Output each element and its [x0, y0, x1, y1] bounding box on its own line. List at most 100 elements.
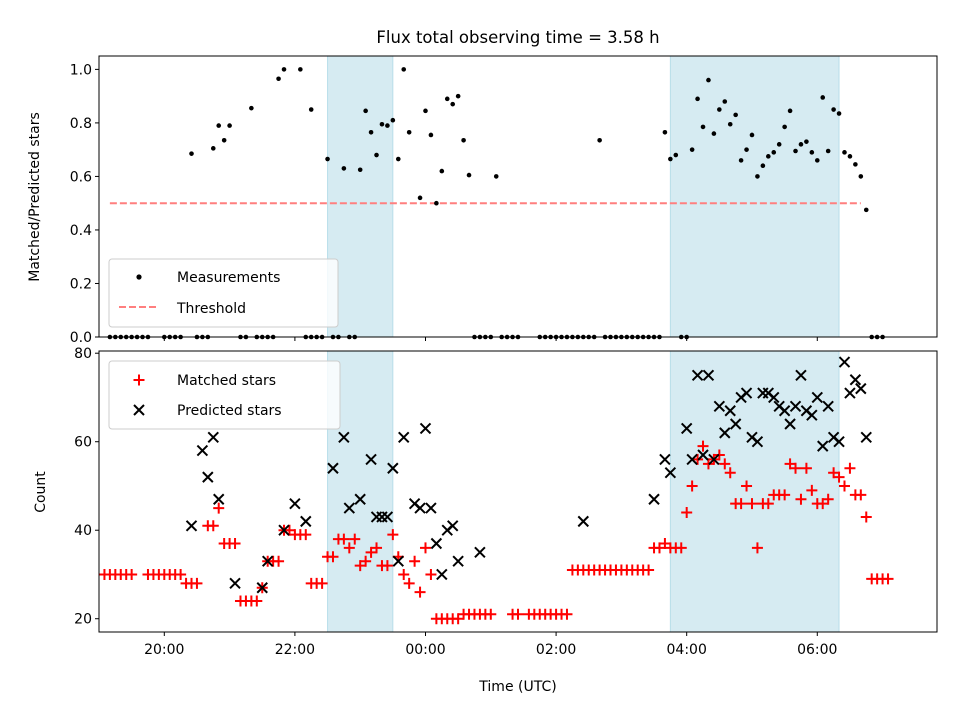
matched-star-point	[381, 560, 393, 572]
predicted-star-point	[822, 400, 834, 413]
predicted-star-point	[261, 555, 274, 567]
predicted-star-point	[414, 502, 426, 514]
predicted-star-point	[289, 497, 301, 510]
measurement-point	[417, 195, 423, 201]
matched-star-point	[719, 458, 731, 470]
measurement-point	[466, 172, 472, 178]
measurement-point	[390, 117, 396, 123]
predicted-star-point	[452, 555, 464, 567]
chart-title: Flux total observing time = 3.58 h	[376, 28, 659, 47]
measurement-point	[771, 150, 777, 155]
predicted-star-point	[419, 422, 432, 435]
measurement-point	[814, 158, 820, 163]
matched-star-point	[338, 533, 350, 545]
x-tick-label: 00:00	[405, 642, 445, 658]
predicted-star-point	[207, 431, 219, 443]
matched-star-point	[741, 480, 753, 492]
measurement-point	[722, 99, 728, 104]
matched-star-point	[844, 462, 856, 474]
predicted-star-point	[387, 462, 399, 474]
predicted-star-point	[778, 405, 791, 417]
y-tick-label: 0.6	[70, 169, 92, 185]
predicted-star-point	[860, 431, 872, 443]
measurement-point	[673, 152, 679, 158]
measurement-point	[455, 93, 461, 99]
predicted-star-point	[381, 511, 394, 523]
matched-star-point	[833, 471, 845, 483]
top-y-ticks: 0.0 0.2 0.4 0.6 0.8 1.0	[70, 62, 99, 346]
measurement-point	[325, 156, 330, 162]
measurement-point	[749, 132, 755, 138]
measurement-point	[804, 139, 809, 144]
matched-star-point	[327, 551, 339, 563]
legend-measurements-marker	[136, 274, 142, 280]
matched-star-point	[675, 542, 687, 554]
measurement-point	[776, 142, 782, 147]
bottom-shaded-regions	[327, 350, 840, 633]
matched-star-point	[316, 577, 328, 589]
top-plot-frame	[98, 55, 938, 338]
predicted-star-point	[365, 453, 377, 466]
predicted-star-point	[338, 431, 350, 443]
matched-star-point	[229, 537, 241, 549]
predicted-star-point	[719, 427, 731, 439]
matched-star-point	[360, 555, 372, 567]
measurement-point	[668, 156, 673, 162]
legend-threshold-label: Threshold	[176, 301, 246, 317]
measurement-point	[374, 152, 379, 158]
matched-star-point	[800, 462, 812, 474]
predicted-star-point	[327, 462, 339, 474]
y-tick-label: 60	[74, 435, 92, 451]
predicted-star-point	[691, 369, 704, 382]
measurement-point	[298, 67, 303, 72]
matched-star-point	[485, 608, 497, 620]
measurement-point	[461, 138, 466, 143]
matched-star-point	[425, 568, 437, 580]
predicted-star-point	[697, 449, 709, 461]
predicted-star-point	[686, 453, 698, 466]
legend-matched-marker	[133, 374, 145, 386]
matched-star-point	[403, 577, 415, 589]
predicted-star-point	[430, 537, 443, 550]
predicted-star-point	[256, 582, 268, 594]
measurement-point	[831, 107, 836, 112]
y-tick-label: 80	[74, 346, 92, 362]
predicted-star-point	[724, 405, 736, 417]
matched-star-point	[795, 493, 807, 505]
matched-star-point	[779, 489, 791, 501]
measurement-point	[863, 207, 869, 213]
measurement-point	[368, 129, 374, 135]
measurement-point	[793, 148, 798, 154]
matched-star-point	[681, 507, 693, 519]
predicted-star-point	[833, 436, 845, 448]
measurement-point	[820, 95, 826, 100]
bottom-legend-box	[108, 360, 341, 430]
predicted-star-point	[659, 453, 671, 466]
bottom-y-axis-label: Count	[33, 471, 49, 513]
predicted-star-point	[768, 391, 780, 404]
measurement-point	[493, 174, 499, 179]
predicted-star-point	[740, 387, 753, 399]
measurement-point	[401, 67, 407, 72]
matched-star-point	[414, 586, 426, 598]
measurement-point	[695, 96, 700, 102]
x-tick-label: 04:00	[667, 642, 707, 658]
measurement-point	[858, 174, 864, 179]
y-tick-label: 0.4	[70, 223, 92, 239]
predicted-star-point	[784, 418, 796, 430]
measurement-point	[847, 154, 853, 159]
measurement-point	[825, 148, 831, 154]
measurement-point	[700, 124, 706, 130]
predicted-star-point	[855, 382, 867, 395]
measurement-point	[689, 147, 695, 152]
top-y-axis-label: Matched/Predicted stars	[27, 112, 43, 282]
measurement-point	[842, 150, 847, 155]
measurement-point	[787, 108, 793, 114]
measurement-point	[341, 166, 347, 171]
predicted-star-point	[213, 493, 225, 505]
predicted-star-point	[751, 436, 764, 448]
measurement-point	[809, 150, 815, 155]
measurement-point	[798, 142, 804, 147]
predicted-star-point	[202, 471, 214, 483]
